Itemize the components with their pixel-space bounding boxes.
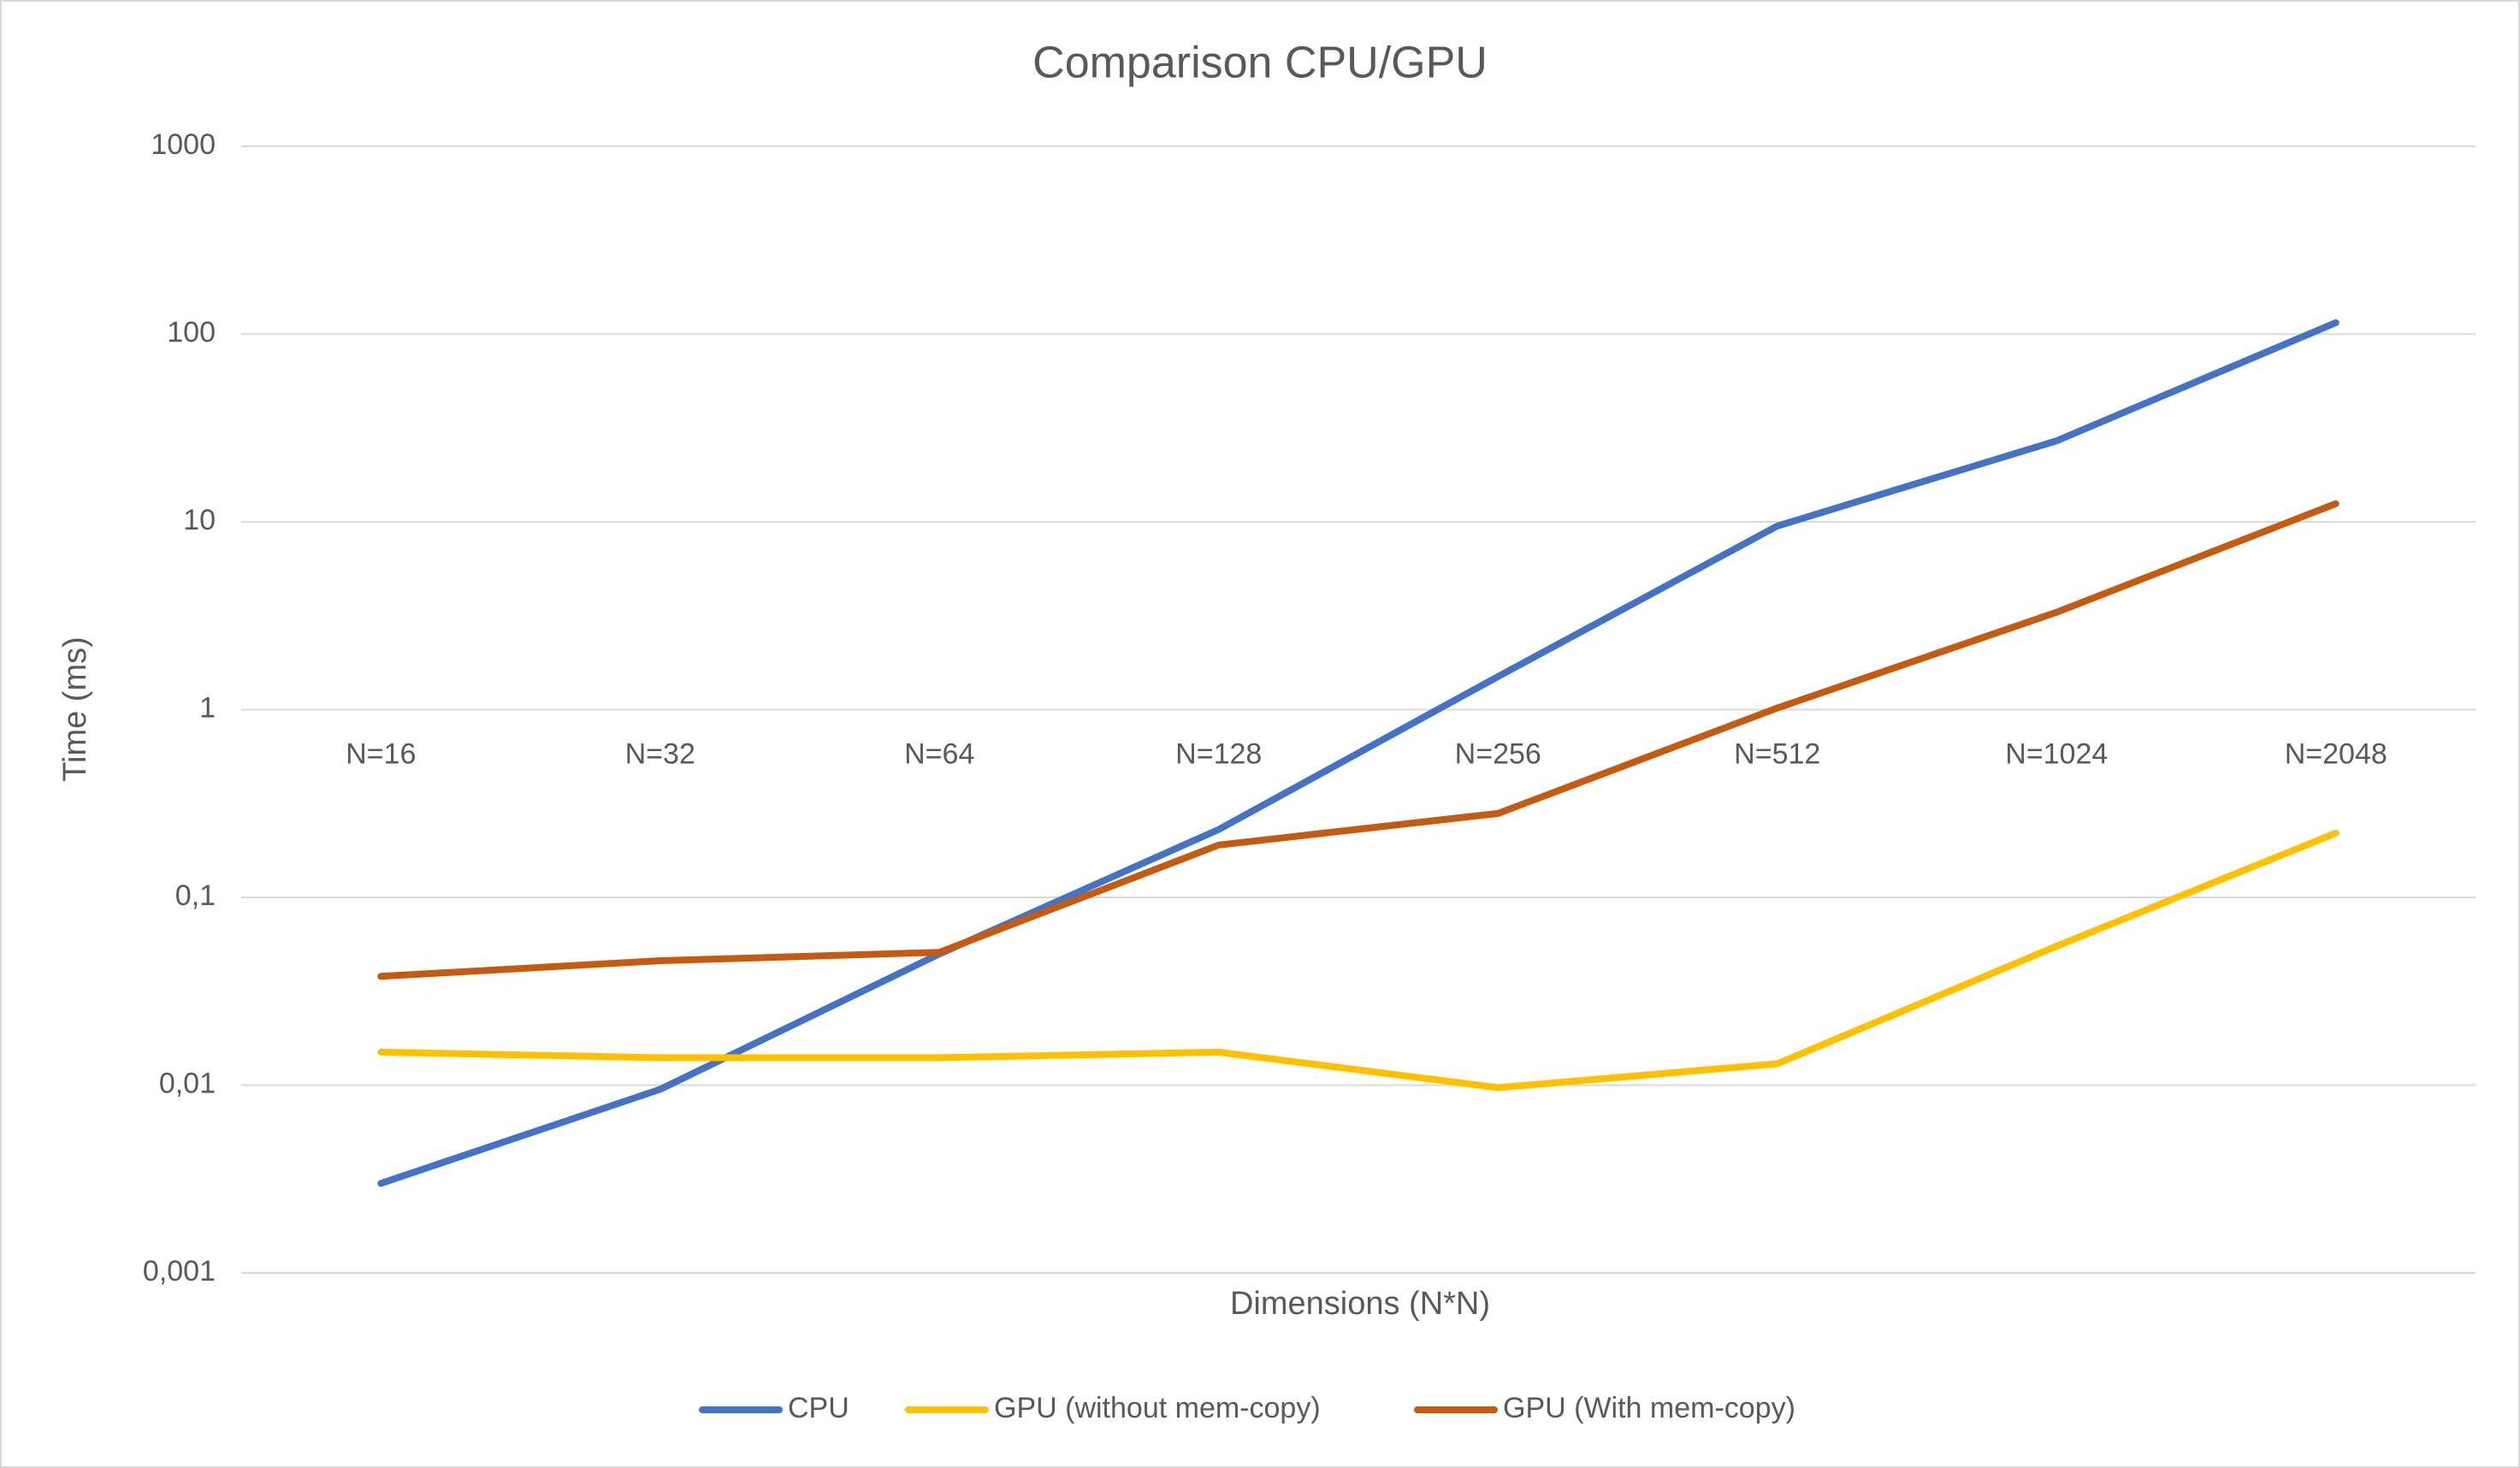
x-tick-label: N=1024	[2005, 737, 2108, 770]
line-series	[377, 500, 2340, 980]
line-series	[377, 319, 2340, 1187]
y-tick-label: 1000	[151, 128, 216, 161]
x-tick-label: N=2048	[2285, 737, 2387, 770]
x-tick-label: N=256	[1455, 737, 1541, 770]
x-tick-label: N=512	[1734, 737, 1820, 770]
y-tick-label: 10	[183, 504, 216, 536]
legend-label: GPU (With mem-copy)	[1503, 1392, 1795, 1424]
x-axis-title: Dimensions (N*N)	[1230, 1286, 1490, 1322]
y-tick-label: 0,001	[143, 1255, 216, 1287]
x-tick-label: N=64	[904, 737, 974, 770]
x-tick-label: N=32	[625, 737, 695, 770]
x-tick-label: N=128	[1175, 737, 1262, 770]
y-tick-label: 0,1	[175, 879, 216, 912]
y-tick-label: 100	[167, 316, 216, 348]
line-series	[377, 829, 2340, 1092]
y-tick-label: 1	[199, 691, 216, 724]
legend-label: CPU	[788, 1392, 849, 1424]
chart-title: Comparison CPU/GPU	[1032, 38, 1488, 88]
x-tick-label: N=16	[346, 737, 416, 770]
y-tick-label: 0,01	[159, 1067, 216, 1099]
y-axis-title: Time (ms)	[57, 636, 93, 782]
legend-label: GPU (without mem-copy)	[994, 1392, 1321, 1424]
